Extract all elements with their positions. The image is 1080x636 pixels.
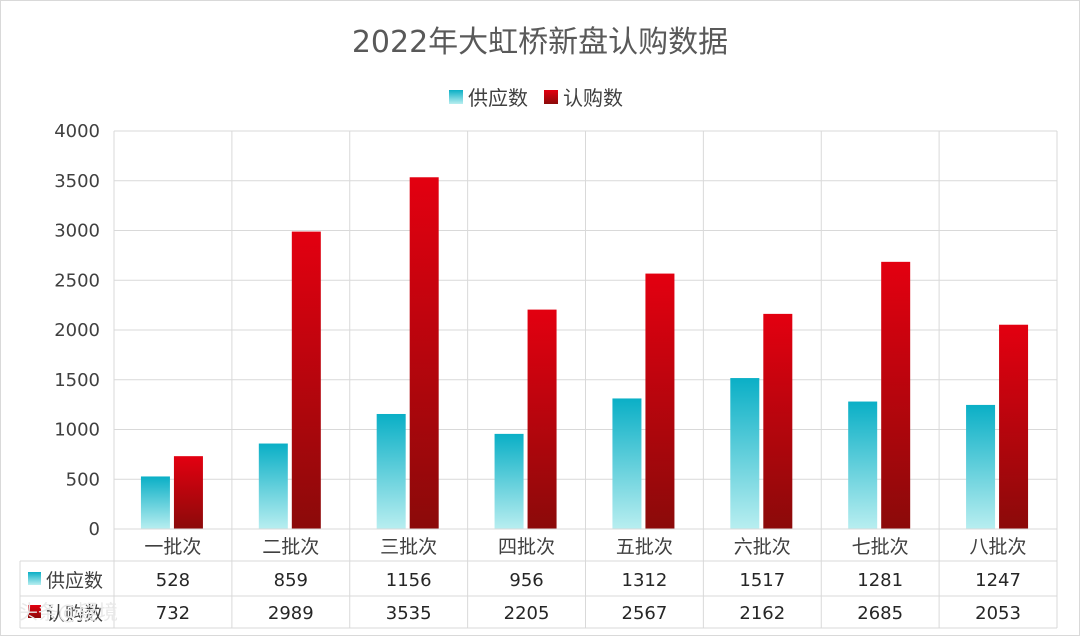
bar-supply <box>730 378 760 529</box>
table-cell-supply: 1156 <box>386 570 432 591</box>
bar-subscribe <box>527 309 557 529</box>
table-row-label-subscribe: 认购数 <box>46 603 103 625</box>
bar-subscribe <box>645 273 675 529</box>
table-cell-supply: 1312 <box>622 570 668 591</box>
table-row-label-supply: 供应数 <box>46 570 103 592</box>
y-tick-label: 1000 <box>54 420 100 441</box>
table-cell-subscribe: 3535 <box>386 603 432 624</box>
bar-supply <box>140 476 170 529</box>
bar-subscribe <box>881 261 911 529</box>
bar-supply <box>966 404 996 529</box>
y-tick-label: 500 <box>66 469 100 490</box>
y-tick-label: 2000 <box>54 320 100 341</box>
table-cell-supply: 1247 <box>975 570 1021 591</box>
bar-supply <box>612 398 642 529</box>
legend-swatch-subscribe <box>544 90 558 104</box>
x-category-label: 七批次 <box>852 536 909 558</box>
x-category-label: 三批次 <box>380 536 437 558</box>
y-tick-label: 0 <box>89 519 100 540</box>
x-category-label: 六批次 <box>734 536 791 558</box>
table-cell-supply: 1281 <box>857 570 903 591</box>
legend-label-supply: 供应数 <box>468 86 528 110</box>
x-category-label: 四批次 <box>498 536 555 558</box>
bar-supply <box>258 443 288 529</box>
chart-title: 2022年大虹桥新盘认购数据 <box>352 25 728 60</box>
y-tick-label: 2500 <box>54 270 100 291</box>
legend-label-subscribe: 认购数 <box>563 86 623 110</box>
bar-subscribe <box>291 231 321 530</box>
table-cell-subscribe: 2567 <box>622 603 668 624</box>
y-tick-label: 3500 <box>54 171 100 192</box>
table-key-supply <box>28 572 41 585</box>
table-cell-subscribe: 2989 <box>268 603 314 624</box>
x-category-label: 八批次 <box>970 536 1027 558</box>
x-category-label: 二批次 <box>262 536 319 558</box>
x-category-label: 五批次 <box>616 536 673 558</box>
table-cell-supply: 859 <box>274 570 308 591</box>
bar-subscribe <box>763 313 793 529</box>
bar-supply <box>494 433 524 529</box>
x-category-label: 一批次 <box>144 536 201 558</box>
y-tick-label: 3000 <box>54 221 100 242</box>
bar-subscribe <box>173 456 203 529</box>
legend-swatch-supply <box>449 90 463 104</box>
data-table: 一批次 528 732 二批次 859 2989 三批次 1156 3535 四批次 956 2205… <box>19 528 1057 629</box>
table-cell-supply: 1517 <box>739 570 785 591</box>
bars <box>140 177 1029 530</box>
table-cell-subscribe: 2685 <box>857 603 903 624</box>
watermark-text: 头条@疑境 <box>18 600 118 624</box>
legend: 供应数 认购数 <box>449 86 623 110</box>
table-cell-subscribe: 732 <box>156 603 190 624</box>
bar-supply <box>848 401 878 529</box>
y-axis-ticks: 0 500 1000 1500 2000 2500 3000 3500 4000 <box>54 121 100 540</box>
bar-subscribe <box>999 324 1029 529</box>
y-tick-label: 1500 <box>54 370 100 391</box>
table-cell-subscribe: 2205 <box>504 603 550 624</box>
table-cell-supply: 956 <box>509 570 543 591</box>
y-tick-label: 4000 <box>54 121 100 142</box>
gridlines <box>113 130 1058 628</box>
table-cell-supply: 528 <box>156 570 190 591</box>
bar-supply <box>376 413 406 529</box>
table-key-subscribe <box>28 605 41 618</box>
bar-subscribe <box>409 177 439 529</box>
table-cell-subscribe: 2053 <box>975 603 1021 624</box>
table-cell-subscribe: 2162 <box>739 603 785 624</box>
